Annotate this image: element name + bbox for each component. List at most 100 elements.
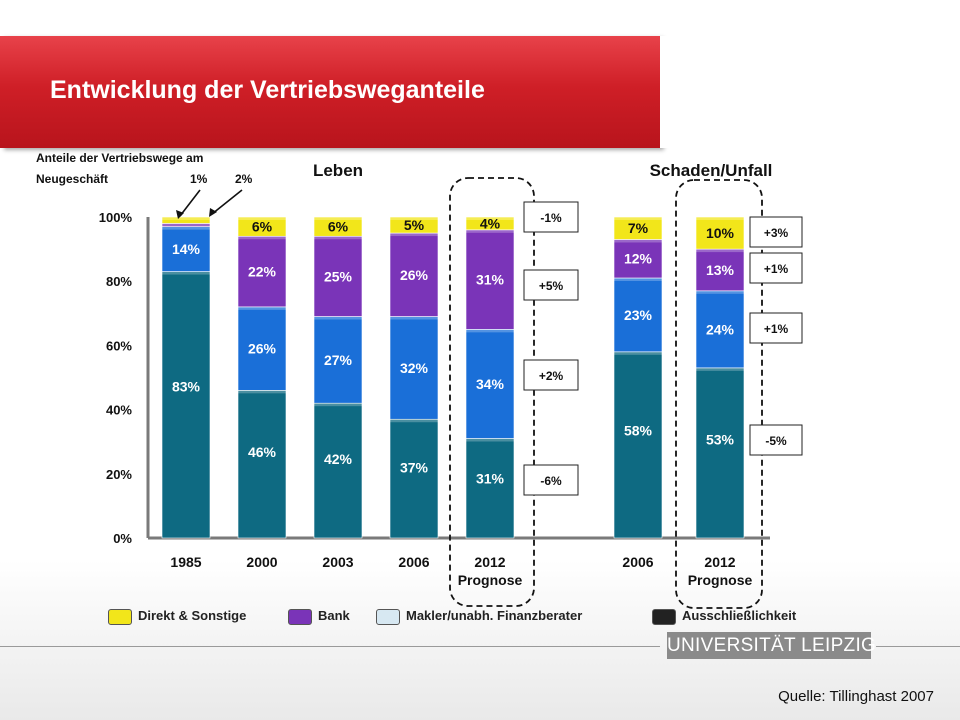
title-banner — [0, 36, 660, 148]
university-logo: UNIVERSITÄT LEIPZIG — [667, 632, 876, 659]
bar-segment — [695, 216, 745, 250]
bar-highlight — [390, 217, 438, 220]
change-box — [749, 216, 803, 248]
annotation-arrowhead — [176, 210, 184, 219]
data-label: 31% — [476, 272, 505, 288]
data-label: 12% — [624, 251, 653, 267]
data-label: 27% — [324, 352, 353, 368]
data-label: 83% — [172, 378, 201, 394]
data-label: 24% — [706, 321, 735, 337]
data-label: 13% — [706, 262, 735, 278]
bar-segment — [465, 438, 515, 539]
annotation-heading-line2: Neugeschäft — [36, 172, 108, 186]
bar-highlight — [390, 419, 438, 423]
bar-highlight — [314, 403, 362, 407]
bar-highlight — [238, 217, 286, 220]
bar-highlight — [314, 316, 362, 320]
bar-segment — [161, 271, 211, 539]
bar-segment — [465, 329, 515, 439]
change-box-label: +1% — [764, 262, 789, 276]
x-tick-sublabel: Prognose — [458, 572, 523, 588]
bar-highlight — [390, 233, 438, 237]
bar-segment — [237, 390, 287, 539]
x-tick-label: 2003 — [322, 554, 353, 570]
bar-highlight — [696, 249, 744, 253]
data-label: 46% — [248, 444, 277, 460]
change-box-label: -6% — [540, 474, 562, 488]
y-tick-label: 100% — [99, 210, 133, 225]
footer-divider — [0, 646, 660, 647]
data-label: 23% — [624, 307, 653, 323]
annotation-value-direkt: 2% — [235, 172, 253, 186]
bar-highlight — [466, 329, 514, 333]
bar-highlight — [466, 438, 514, 442]
bar-highlight — [162, 217, 210, 220]
data-label: 6% — [252, 219, 273, 235]
annotation-heading-line1: Anteile der Vertriebswege am — [36, 151, 203, 165]
change-box — [523, 201, 579, 233]
bar-highlight — [238, 236, 286, 240]
bar-highlight — [696, 217, 744, 220]
change-box — [749, 252, 803, 284]
bar-highlight — [614, 217, 662, 220]
data-label: 42% — [324, 451, 353, 467]
source-note: Quelle: Tillinghast 2007 — [778, 688, 934, 705]
change-box — [749, 312, 803, 344]
bar-highlight — [314, 236, 362, 240]
group-label-leben: Leben — [313, 161, 363, 180]
bar-segment — [237, 216, 287, 237]
bar-segment — [389, 418, 439, 539]
x-tick-label: 2006 — [398, 554, 429, 570]
data-label: 31% — [476, 470, 505, 486]
annotation-arrow — [179, 189, 201, 217]
bar-highlight — [314, 217, 362, 220]
legend-swatch — [652, 608, 676, 625]
bar-segment — [613, 216, 663, 240]
change-box — [523, 359, 579, 391]
data-label: 4% — [480, 215, 501, 231]
data-label: 53% — [706, 431, 735, 447]
bar-highlight — [238, 390, 286, 394]
data-label: 22% — [248, 264, 277, 280]
legend-item: Bank — [288, 608, 350, 625]
change-box-label: +2% — [539, 369, 564, 383]
data-label: 7% — [628, 220, 649, 236]
title-banner-right — [660, 36, 960, 148]
data-label: 14% — [172, 241, 201, 257]
data-label: 5% — [404, 217, 425, 233]
bar-highlight — [614, 351, 662, 355]
bar-highlight — [696, 367, 744, 371]
change-box-label: +3% — [764, 226, 789, 240]
legend-label: Ausschließlichkeit — [682, 608, 797, 623]
data-label: 25% — [324, 268, 353, 284]
bar-segment — [161, 226, 211, 272]
bar-highlight — [390, 316, 438, 320]
bar-segment — [465, 216, 515, 231]
data-label: 58% — [624, 423, 653, 439]
footer-divider-right — [876, 646, 960, 647]
slide-title: Entwicklung der Vertriebsweganteile — [50, 76, 485, 104]
annotation-arrow — [211, 189, 243, 215]
bar-highlight — [614, 239, 662, 243]
bar-segment — [389, 232, 439, 317]
bar-segment — [613, 351, 663, 539]
change-box-label: -5% — [765, 434, 787, 448]
data-label: 10% — [706, 225, 735, 241]
x-tick-label: 2000 — [246, 554, 277, 570]
bar-segment — [389, 316, 439, 420]
data-label: 26% — [248, 341, 277, 357]
legend-item: Ausschließlichkeit — [652, 608, 797, 625]
change-box — [523, 269, 579, 301]
legend-label: Bank — [318, 608, 350, 623]
bar-segment — [313, 402, 363, 539]
data-label: 34% — [476, 376, 505, 392]
bar-segment — [465, 229, 515, 330]
x-tick-label: 2006 — [622, 554, 653, 570]
bar-highlight — [696, 290, 744, 294]
data-label: 6% — [328, 219, 349, 235]
annotation-value-bank: 1% — [190, 172, 208, 186]
bar-segment — [695, 290, 745, 369]
bar-highlight — [614, 277, 662, 281]
bar-segment — [313, 216, 363, 237]
y-tick-label: 20% — [106, 467, 132, 482]
